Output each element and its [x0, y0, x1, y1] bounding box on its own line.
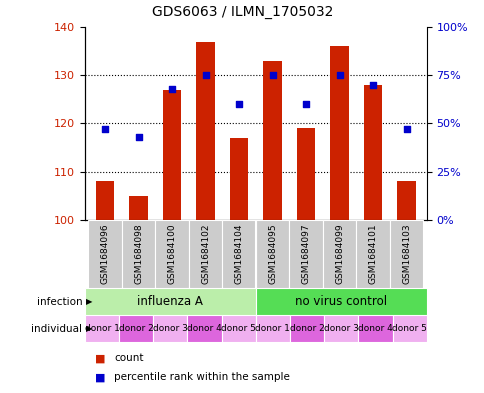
- Bar: [119, 315, 153, 342]
- Bar: [323, 315, 358, 342]
- Point: [402, 126, 410, 132]
- Point: [201, 72, 209, 78]
- Bar: [322, 220, 356, 288]
- Text: ■: ■: [94, 353, 105, 364]
- Text: donor 3: donor 3: [323, 324, 358, 333]
- Bar: [255, 315, 289, 342]
- Point: [302, 101, 309, 107]
- Bar: [85, 315, 119, 342]
- Bar: [221, 315, 255, 342]
- Bar: [296, 128, 315, 220]
- Bar: [330, 46, 348, 220]
- Text: GSM1684099: GSM1684099: [334, 224, 344, 285]
- Text: GSM1684098: GSM1684098: [134, 224, 143, 285]
- Text: ▶: ▶: [86, 298, 92, 306]
- Bar: [263, 61, 281, 220]
- Text: GSM1684103: GSM1684103: [401, 224, 410, 285]
- Text: GSM1684096: GSM1684096: [100, 224, 109, 285]
- Text: no virus control: no virus control: [295, 295, 387, 309]
- Text: count: count: [114, 353, 143, 364]
- Bar: [358, 315, 392, 342]
- Text: ▶: ▶: [86, 324, 92, 333]
- Text: infection: infection: [37, 297, 82, 307]
- Bar: [363, 85, 381, 220]
- Bar: [196, 42, 214, 220]
- Text: donor 5: donor 5: [221, 324, 256, 333]
- Bar: [229, 138, 248, 220]
- Text: GSM1684100: GSM1684100: [167, 224, 176, 285]
- Bar: [255, 220, 289, 288]
- Text: donor 5: donor 5: [392, 324, 426, 333]
- Text: donor 3: donor 3: [152, 324, 187, 333]
- Point: [368, 82, 376, 88]
- Point: [101, 126, 108, 132]
- Text: donor 1: donor 1: [84, 324, 119, 333]
- Bar: [255, 288, 426, 315]
- Point: [135, 134, 142, 140]
- Bar: [187, 315, 221, 342]
- Point: [168, 86, 176, 92]
- Text: donor 4: donor 4: [187, 324, 222, 333]
- Bar: [392, 315, 426, 342]
- Bar: [129, 196, 148, 220]
- Bar: [397, 181, 415, 220]
- Bar: [356, 220, 389, 288]
- Bar: [289, 315, 323, 342]
- Text: donor 4: donor 4: [357, 324, 392, 333]
- Bar: [95, 181, 114, 220]
- Bar: [188, 220, 222, 288]
- Bar: [153, 315, 187, 342]
- Text: GDS6063 / ILMN_1705032: GDS6063 / ILMN_1705032: [151, 5, 333, 19]
- Text: GSM1684102: GSM1684102: [201, 224, 210, 284]
- Text: percentile rank within the sample: percentile rank within the sample: [114, 372, 289, 382]
- Bar: [85, 288, 255, 315]
- Text: GSM1684101: GSM1684101: [368, 224, 377, 285]
- Text: GSM1684104: GSM1684104: [234, 224, 243, 284]
- Bar: [88, 220, 121, 288]
- Bar: [163, 90, 181, 220]
- Bar: [289, 220, 322, 288]
- Text: donor 2: donor 2: [119, 324, 153, 333]
- Text: influenza A: influenza A: [137, 295, 203, 309]
- Bar: [389, 220, 423, 288]
- Point: [268, 72, 276, 78]
- Text: donor 1: donor 1: [255, 324, 290, 333]
- Text: GSM1684095: GSM1684095: [268, 224, 276, 285]
- Point: [235, 101, 242, 107]
- Bar: [121, 220, 155, 288]
- Text: donor 2: donor 2: [289, 324, 324, 333]
- Point: [335, 72, 343, 78]
- Text: ■: ■: [94, 372, 105, 382]
- Text: individual: individual: [31, 323, 82, 334]
- Bar: [222, 220, 256, 288]
- Bar: [155, 220, 188, 288]
- Text: GSM1684097: GSM1684097: [301, 224, 310, 285]
